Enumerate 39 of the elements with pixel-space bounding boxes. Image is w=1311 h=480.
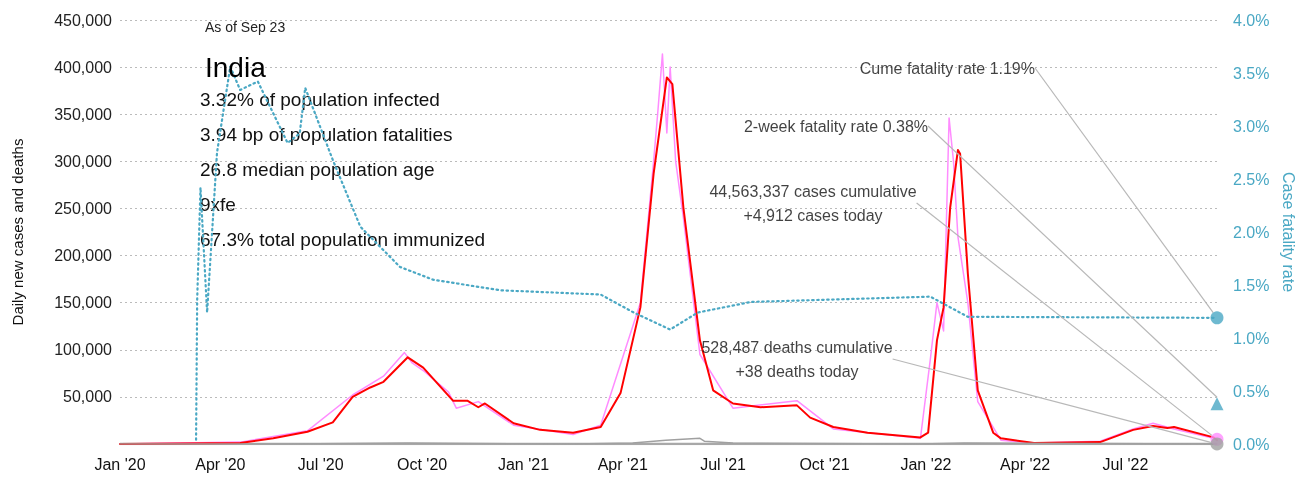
y2-tick-label: 1.0% bbox=[1233, 329, 1270, 347]
y-tick-label: 450,000 bbox=[54, 11, 113, 29]
annotation: 26.8 median population age bbox=[200, 159, 435, 180]
y2-tick-label: 1.5% bbox=[1233, 276, 1270, 294]
text: 44,563,337 cases cumulative +4,912 cases today bbox=[709, 182, 917, 224]
x-tick-label: Jul '21 bbox=[700, 455, 747, 473]
text: 2-week fatality rate 0.38% bbox=[743, 117, 928, 135]
text: India bbox=[205, 51, 267, 83]
y2-tick-label: 2.0% bbox=[1233, 223, 1270, 241]
y-tick-label: 400,000 bbox=[54, 58, 113, 76]
x-tick-label: Jan '20 bbox=[94, 455, 146, 473]
text: Cume fatality rate 1.19% bbox=[859, 59, 1035, 77]
y-tick-label: 150,000 bbox=[54, 294, 113, 312]
y2-tick-label: 2.5% bbox=[1233, 170, 1270, 188]
x-tick-label: Jan '22 bbox=[900, 455, 952, 473]
chart-subtitle: As of Sep 23 bbox=[205, 19, 286, 35]
y-tick-label: 350,000 bbox=[54, 105, 113, 123]
y-tick-label: 200,000 bbox=[54, 247, 113, 265]
annotation: 67.3% total population immunized bbox=[200, 229, 486, 250]
x-tick-label: Jul '22 bbox=[1102, 455, 1149, 473]
y2-tick-label: 0.5% bbox=[1233, 382, 1270, 400]
y2-tick-label: 0.0% bbox=[1233, 435, 1270, 453]
y-tick-label: 100,000 bbox=[54, 341, 113, 359]
y-tick-label: 50,000 bbox=[63, 388, 113, 406]
x-tick-label: Oct '21 bbox=[799, 455, 850, 473]
x-tick-label: Apr '20 bbox=[195, 455, 246, 473]
y-axis-title: Daily new cases and deaths bbox=[9, 138, 26, 326]
y2-tick-label: 3.5% bbox=[1233, 64, 1270, 82]
y2-tick-label: 3.0% bbox=[1233, 117, 1270, 135]
x-tick-label: Apr '22 bbox=[1000, 455, 1051, 473]
y2-axis-title: Case fatality rate bbox=[1279, 171, 1297, 293]
text: 528,487 deaths cumulative +38 deaths today bbox=[701, 338, 893, 380]
x-tick-label: Jan '21 bbox=[497, 455, 550, 473]
x-tick-label: Oct '20 bbox=[396, 455, 448, 473]
x-tick-label: Apr '21 bbox=[597, 455, 648, 473]
y2-tick-label: 4.0% bbox=[1233, 11, 1270, 29]
x-tick-label: Jul '20 bbox=[297, 455, 344, 473]
y-tick-label: 300,000 bbox=[54, 152, 113, 170]
y-tick-label: 250,000 bbox=[54, 199, 113, 217]
